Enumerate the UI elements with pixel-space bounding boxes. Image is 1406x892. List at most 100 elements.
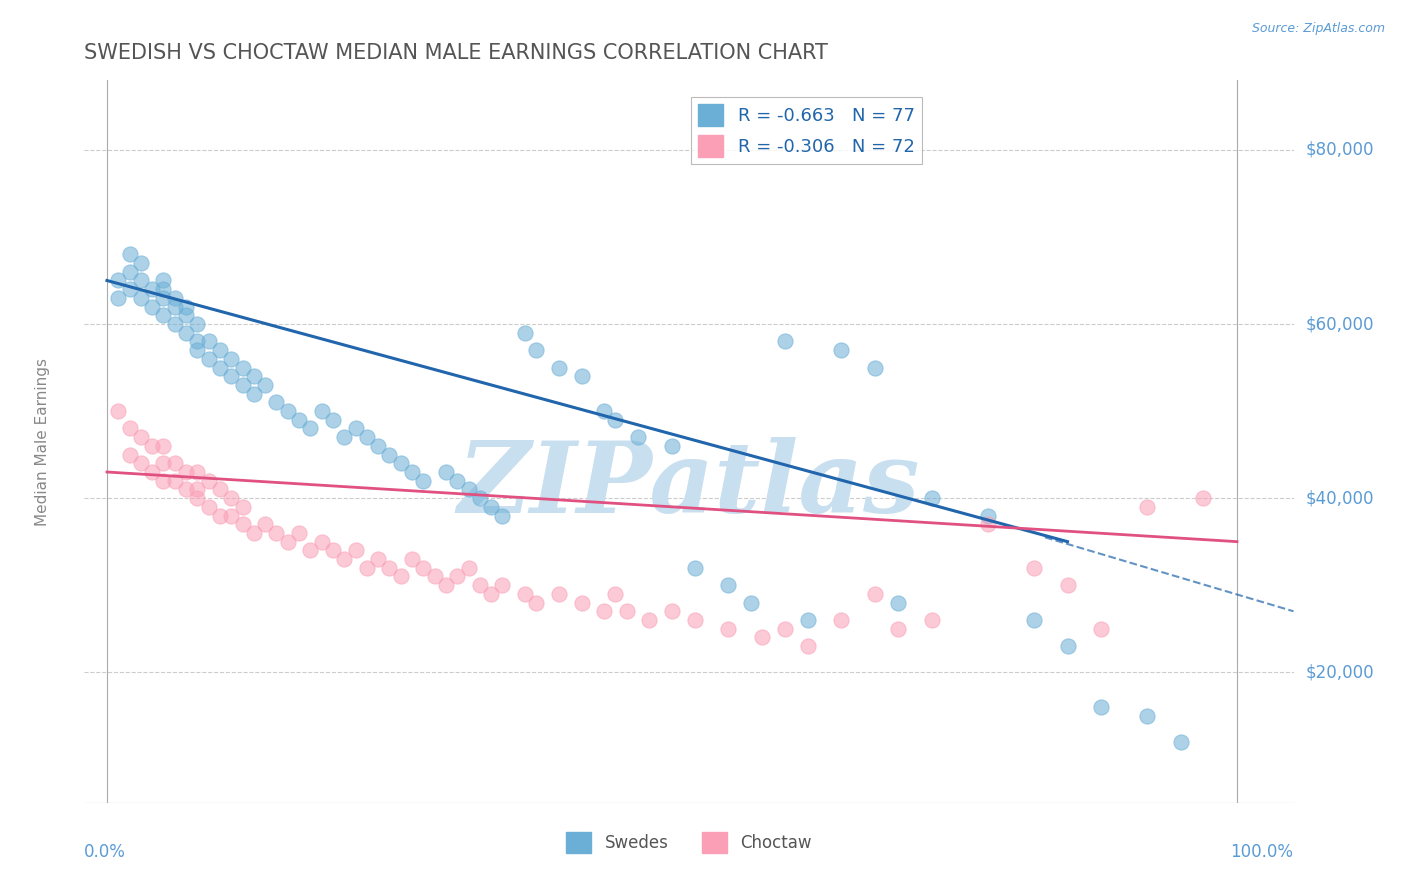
Point [1022, 613, 1045, 627]
Point [186, 465, 208, 479]
Point [593, 604, 616, 618]
Point [186, 483, 208, 497]
Point [174, 465, 197, 479]
Text: Source: ZipAtlas.com: Source: ZipAtlas.com [1251, 22, 1385, 36]
Point [163, 300, 186, 314]
Point [1090, 700, 1112, 714]
Point [129, 273, 152, 287]
Point [107, 404, 129, 418]
Point [254, 517, 277, 532]
Text: ZIPatlas: ZIPatlas [458, 437, 920, 533]
Point [638, 613, 661, 627]
Point [796, 613, 818, 627]
Point [524, 596, 547, 610]
Point [174, 308, 197, 322]
Point [299, 543, 322, 558]
Point [491, 578, 513, 592]
Point [401, 465, 423, 479]
Point [661, 604, 683, 618]
Point [232, 360, 254, 375]
Point [243, 369, 266, 384]
Point [311, 404, 333, 418]
Point [208, 483, 231, 497]
Point [616, 604, 638, 618]
Point [605, 587, 627, 601]
Point [717, 622, 740, 636]
Point [389, 456, 412, 470]
Point [865, 360, 887, 375]
Point [1022, 561, 1045, 575]
Point [232, 500, 254, 514]
Point [548, 587, 571, 601]
Point [288, 525, 311, 540]
Point [1056, 639, 1078, 653]
Point [1192, 491, 1215, 505]
Point [152, 308, 174, 322]
Point [457, 561, 479, 575]
Point [491, 508, 513, 523]
Point [571, 369, 593, 384]
Point [152, 456, 174, 470]
Point [141, 465, 163, 479]
Text: 0.0%: 0.0% [84, 843, 127, 861]
Point [266, 525, 288, 540]
Point [524, 343, 547, 358]
Point [232, 517, 254, 532]
Point [322, 413, 344, 427]
Point [831, 343, 853, 358]
Point [378, 561, 401, 575]
Point [152, 291, 174, 305]
Point [627, 430, 650, 444]
Point [266, 395, 288, 409]
Text: SWEDISH VS CHOCTAW MEDIAN MALE EARNINGS CORRELATION CHART: SWEDISH VS CHOCTAW MEDIAN MALE EARNINGS … [84, 44, 828, 63]
Point [831, 613, 853, 627]
Point [605, 413, 627, 427]
Point [434, 465, 457, 479]
Point [152, 439, 174, 453]
Point [219, 491, 242, 505]
Point [174, 326, 197, 340]
Point [141, 282, 163, 296]
Point [977, 517, 1000, 532]
Point [921, 491, 943, 505]
Point [887, 622, 910, 636]
Point [141, 300, 163, 314]
Point [186, 343, 208, 358]
Text: $80,000: $80,000 [1306, 141, 1374, 159]
Point [1136, 708, 1159, 723]
Point [571, 596, 593, 610]
Text: $20,000: $20,000 [1306, 664, 1374, 681]
Point [344, 543, 367, 558]
Point [333, 552, 356, 566]
Text: Median Male Earnings: Median Male Earnings [35, 358, 49, 525]
Point [197, 474, 219, 488]
Point [423, 569, 446, 583]
Point [208, 508, 231, 523]
Point [232, 378, 254, 392]
Point [468, 578, 491, 592]
Point [107, 291, 129, 305]
Point [661, 439, 683, 453]
Point [356, 430, 378, 444]
Point [446, 569, 468, 583]
Point [163, 291, 186, 305]
Point [219, 369, 242, 384]
Text: 100.0%: 100.0% [1230, 843, 1294, 861]
Point [174, 483, 197, 497]
Point [129, 291, 152, 305]
Point [141, 439, 163, 453]
Point [683, 613, 706, 627]
Point [751, 631, 773, 645]
Point [163, 317, 186, 331]
Point [163, 474, 186, 488]
Point [434, 578, 457, 592]
Point [479, 500, 502, 514]
Point [740, 596, 762, 610]
Point [344, 421, 367, 435]
Point [174, 300, 197, 314]
Text: $40,000: $40,000 [1306, 489, 1374, 508]
Point [796, 639, 818, 653]
Point [513, 587, 536, 601]
Point [254, 378, 277, 392]
Point [299, 421, 322, 435]
